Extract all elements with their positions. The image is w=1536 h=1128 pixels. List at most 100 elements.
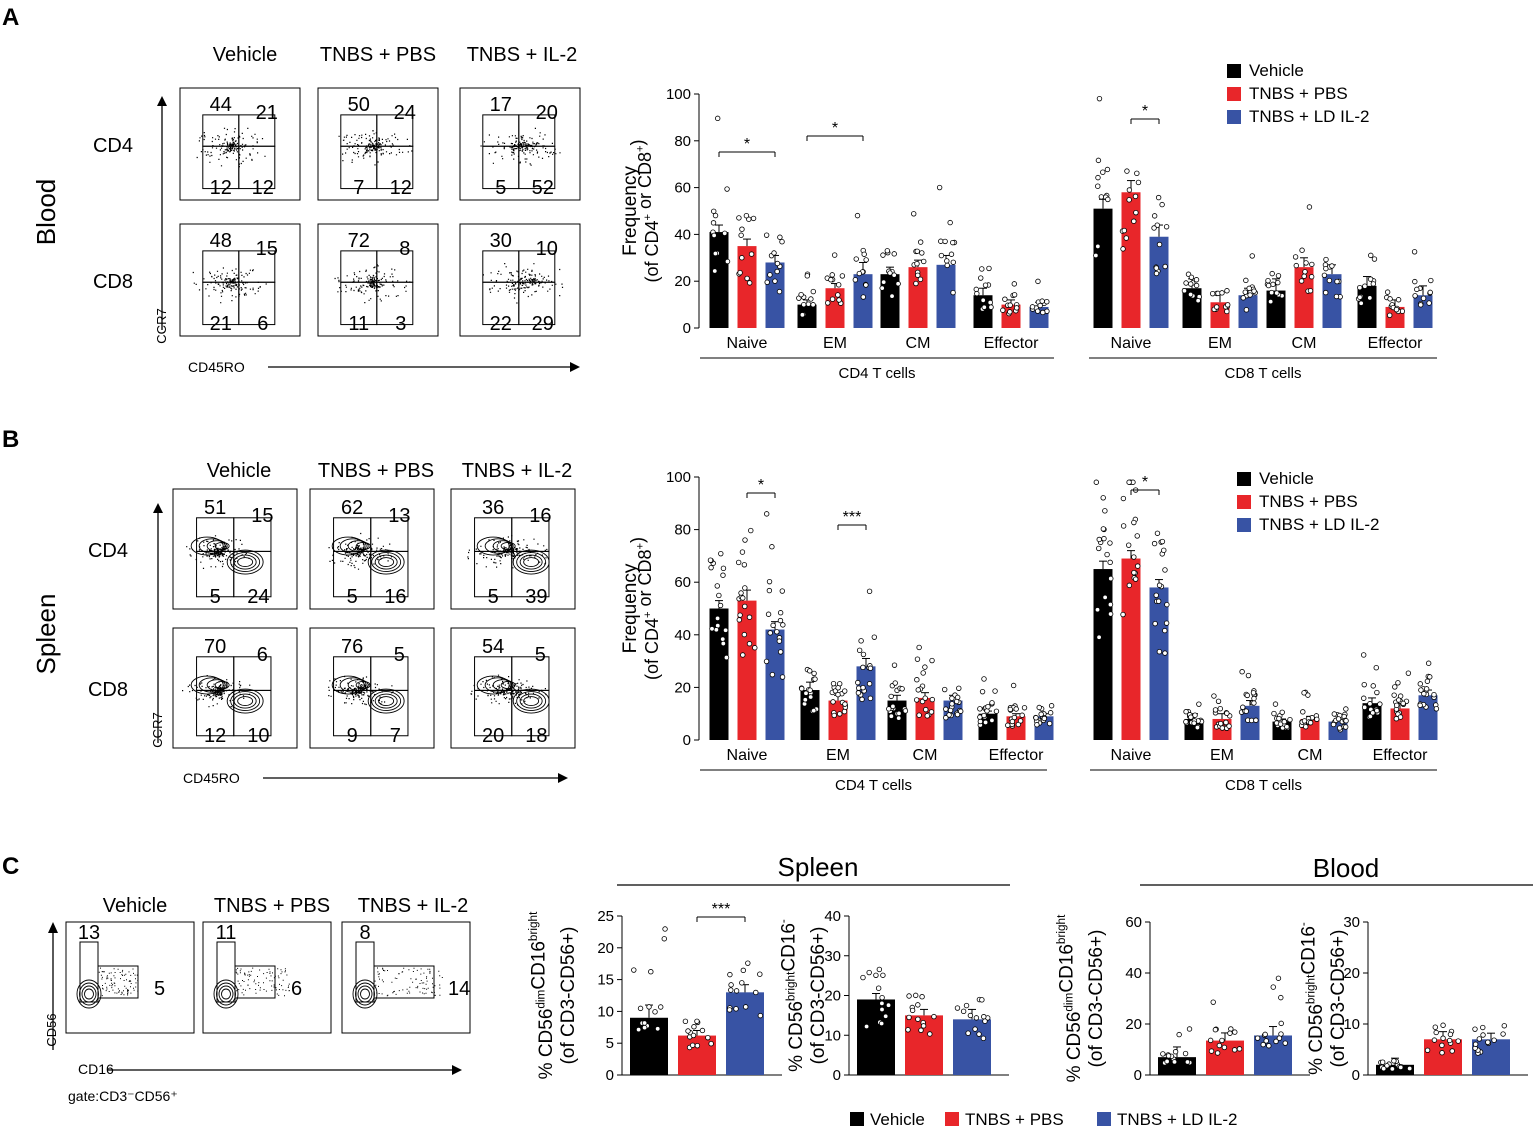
data-point — [860, 974, 866, 981]
data-point — [1414, 286, 1420, 293]
data-point — [836, 297, 842, 303]
data-point — [1100, 495, 1106, 501]
data-point — [1284, 724, 1290, 730]
data-point — [873, 972, 879, 978]
data-point — [1120, 523, 1127, 529]
data-point — [805, 301, 812, 307]
data-point — [1335, 716, 1342, 722]
contour-line — [237, 557, 254, 567]
contour-line — [360, 988, 370, 1000]
data-point — [1212, 1027, 1219, 1033]
contour-line — [476, 675, 510, 695]
data-point — [981, 1014, 987, 1020]
data-point — [944, 258, 950, 264]
bar — [1182, 288, 1202, 328]
data-point — [1358, 300, 1364, 306]
y-tick-label: 40 — [674, 226, 691, 243]
y-tick-label: 25 — [597, 908, 614, 925]
data-point — [1368, 252, 1374, 259]
data-point — [927, 1031, 933, 1037]
data-point — [1362, 283, 1368, 289]
data-point — [1188, 274, 1195, 280]
y-tick-label: 0 — [1134, 1067, 1142, 1084]
data-point — [973, 1015, 980, 1021]
data-point — [737, 612, 743, 618]
quadrant-value: 29 — [532, 313, 554, 335]
data-point — [1275, 975, 1282, 981]
data-point — [954, 711, 961, 718]
data-point — [1250, 690, 1257, 696]
y-tick-label: 0 — [1352, 1067, 1360, 1084]
data-point — [974, 290, 980, 297]
data-point — [1040, 309, 1046, 316]
data-point — [884, 248, 891, 254]
data-point — [830, 680, 837, 687]
data-point — [1379, 1059, 1386, 1065]
contour-line — [523, 557, 540, 567]
flow-dots — [98, 967, 139, 997]
data-point — [799, 312, 806, 318]
category-group-label: CD4 T cells — [839, 365, 916, 382]
data-point — [757, 971, 763, 977]
contour-line — [198, 538, 226, 554]
data-point — [919, 250, 925, 256]
data-point — [1156, 582, 1163, 588]
data-point — [871, 634, 878, 640]
quadrant-value: 44 — [210, 94, 232, 116]
contour-line — [374, 693, 398, 709]
data-point — [1398, 1064, 1404, 1071]
data-point — [1263, 1038, 1269, 1044]
data-point — [1162, 263, 1168, 270]
data-point — [1314, 716, 1320, 722]
gate-box — [238, 281, 276, 326]
data-point — [1370, 683, 1376, 689]
data-point — [1218, 720, 1224, 727]
data-point — [956, 685, 962, 691]
bar — [737, 246, 757, 328]
quadrant-value: 5 — [347, 586, 358, 608]
data-point — [763, 511, 770, 517]
data-point — [765, 611, 772, 617]
data-point — [810, 302, 816, 308]
quadrant-value: 14 — [448, 978, 470, 1000]
data-point — [880, 252, 886, 258]
y-axis-title: % CD56brightCD16- — [1297, 922, 1327, 1075]
quadrant-value: 30 — [490, 230, 512, 252]
data-point — [735, 559, 742, 566]
bar — [936, 264, 956, 328]
y-tick-label: 10 — [597, 1003, 614, 1020]
data-point — [909, 1007, 916, 1014]
data-point — [1013, 305, 1020, 311]
contour-line — [500, 680, 516, 690]
data-point — [1357, 294, 1363, 300]
legend-label: TNBS + LD IL-2 — [1259, 515, 1379, 534]
data-point — [919, 994, 925, 1000]
data-point — [690, 1032, 697, 1039]
data-point — [1418, 687, 1424, 693]
data-point — [917, 276, 924, 283]
data-point — [879, 1006, 885, 1013]
data-point — [1370, 281, 1377, 287]
data-point — [1231, 1047, 1238, 1053]
legend-label: Vehicle — [1259, 469, 1314, 488]
legend-label: Vehicle — [870, 1110, 925, 1128]
data-point — [742, 585, 748, 591]
data-point — [854, 212, 861, 219]
data-point — [1162, 627, 1168, 634]
data-point — [1251, 700, 1257, 706]
data-point — [752, 645, 758, 651]
data-point — [880, 972, 886, 978]
data-point — [1300, 709, 1306, 715]
y-axis-subtitle-sup: + — [635, 543, 647, 550]
data-point — [685, 1028, 691, 1034]
data-point — [1207, 1037, 1214, 1044]
y-axis-title: % CD56brightCD16- — [777, 919, 807, 1072]
y-axis-subtitle: (of CD4+ or CD8+) — [628, 139, 662, 282]
y-axis-label: CCR7 — [150, 712, 165, 747]
bar — [1158, 1057, 1196, 1075]
category-label: CM — [1292, 335, 1317, 352]
data-point — [1480, 1024, 1486, 1031]
data-point — [858, 638, 864, 644]
data-point — [1212, 707, 1219, 713]
bar — [908, 267, 928, 328]
